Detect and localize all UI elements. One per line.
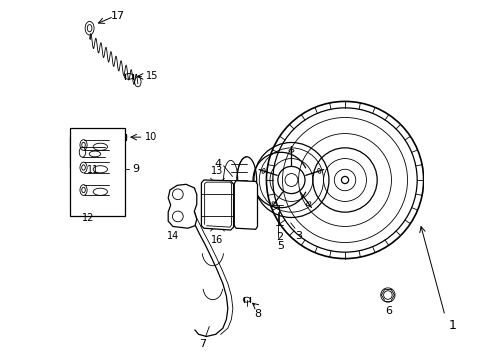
Bar <box>70 128 125 216</box>
Text: 1: 1 <box>449 319 457 332</box>
Text: 6: 6 <box>385 306 392 316</box>
Text: 11: 11 <box>87 165 99 175</box>
Text: 13: 13 <box>211 166 223 176</box>
Text: 8: 8 <box>254 309 261 319</box>
Text: 10: 10 <box>145 132 157 142</box>
Text: 7: 7 <box>199 339 206 349</box>
Text: 15: 15 <box>146 71 158 81</box>
Text: 14: 14 <box>167 231 179 241</box>
Text: 5: 5 <box>277 241 284 251</box>
Bar <box>70 137 117 167</box>
Text: 17: 17 <box>111 11 125 21</box>
Polygon shape <box>234 181 258 229</box>
Text: 4: 4 <box>215 159 222 169</box>
Polygon shape <box>168 184 197 228</box>
Text: 12: 12 <box>82 213 94 223</box>
Text: 9: 9 <box>132 164 140 174</box>
Polygon shape <box>201 180 234 230</box>
Text: 3: 3 <box>295 231 302 241</box>
Text: 2: 2 <box>276 232 284 242</box>
Text: 16: 16 <box>211 235 223 245</box>
